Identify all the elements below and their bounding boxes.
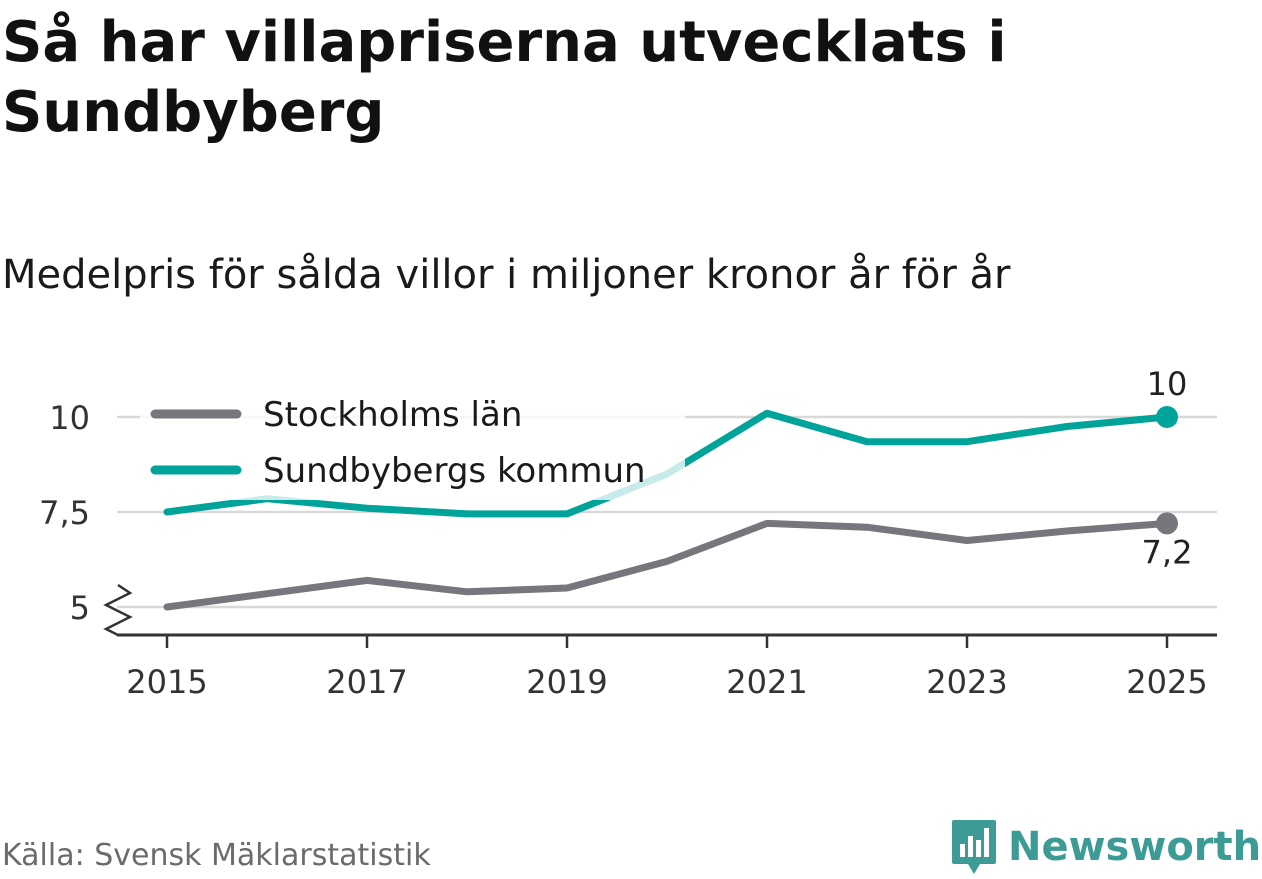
end-point-sundbybergs-kommun — [1156, 406, 1178, 428]
x-tick-label: 2021 — [726, 663, 807, 701]
newsworthy-logo-icon — [952, 820, 996, 874]
y-tick-label: 7,5 — [39, 494, 90, 532]
y-tick-label: 5 — [70, 589, 90, 627]
line-chart: 5 7,5 10 2015 2017 2019 2021 2023 2025 Stockhol… — [39, 365, 1217, 701]
x-tick-label: 2025 — [1126, 663, 1207, 701]
y-tick-label: 10 — [49, 399, 90, 437]
legend-label: Stockholms län — [263, 395, 522, 435]
broken-axis-icon — [103, 583, 133, 637]
newsworthy-logo-text: Newsworthy — [1008, 824, 1262, 870]
newsworthy-logo: Newsworthy — [950, 818, 1262, 876]
legend: Stockholms län Sundbybergs kommun — [140, 388, 685, 500]
x-tick-label: 2023 — [926, 663, 1007, 701]
legend-label: Sundbybergs kommun — [263, 451, 646, 491]
y-axis-ticks: 5 7,5 10 — [39, 399, 133, 637]
legend-background — [140, 388, 685, 500]
end-point-stockholms-lan — [1156, 512, 1178, 535]
x-axis: 2015 2017 2019 2021 2023 2025 — [117, 633, 1217, 701]
end-label-sundbybergs-kommun: 10 — [1147, 365, 1188, 403]
end-label-stockholms-lan: 7,2 — [1142, 533, 1193, 571]
x-tick-label: 2017 — [326, 663, 407, 701]
series-line-stockholms-lan — [163, 519, 1171, 611]
chart-subtitle: Medelpris för sålda villor i miljoner kr… — [2, 252, 1011, 298]
end-labels: 107,2 — [1142, 365, 1193, 571]
chart-title: Så har villapriserna utvecklats i Sundby… — [2, 10, 1007, 145]
x-tick-label: 2019 — [526, 663, 607, 701]
x-tick-label: 2015 — [126, 663, 207, 701]
source-credit: Källa: Svensk Mäklarstatistik — [2, 838, 431, 873]
